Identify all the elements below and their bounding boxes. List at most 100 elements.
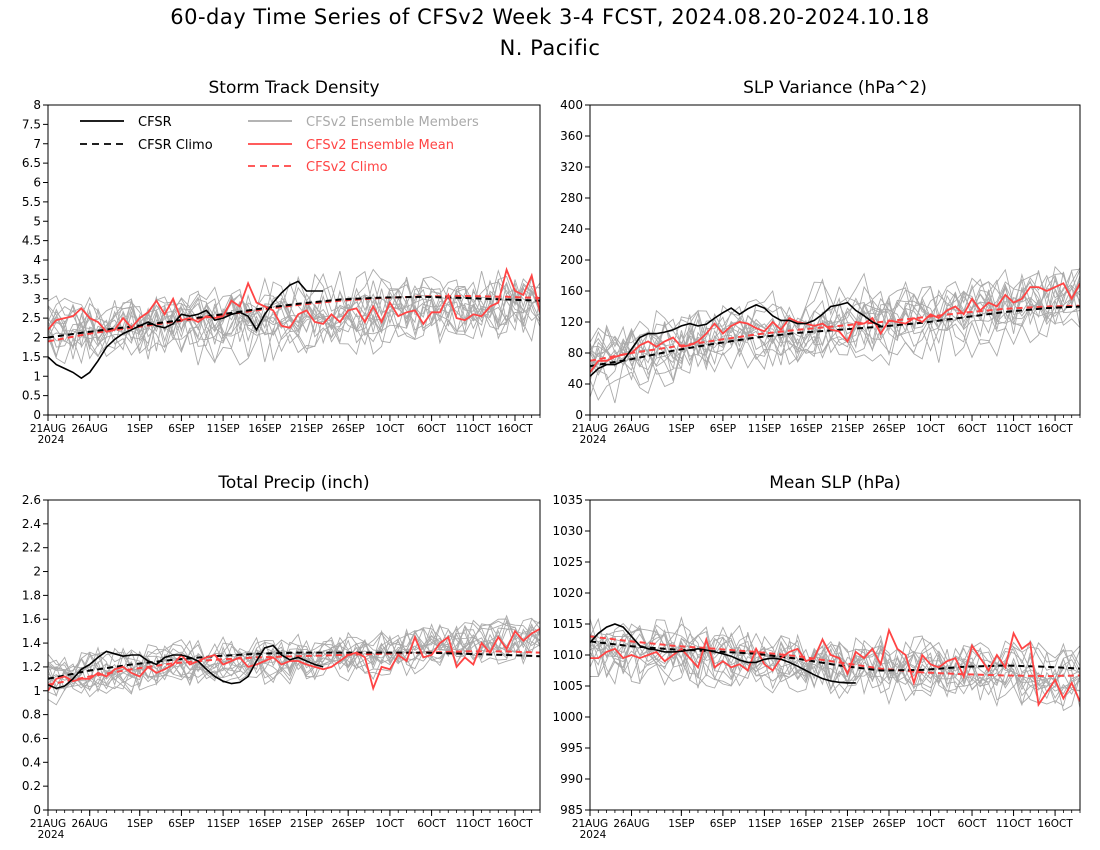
- ensemble-member-line: [48, 268, 540, 342]
- ensemble-mean-line: [48, 266, 540, 333]
- x-tick-label: 1SEP: [127, 818, 153, 830]
- y-tick-label: 0: [575, 408, 583, 422]
- x-year-label: 2024: [580, 434, 607, 446]
- figure-title: 60-day Time Series of CFSv2 Week 3-4 FCS…: [170, 5, 930, 29]
- y-tick-label: 985: [560, 803, 583, 817]
- y-tick-label: 8: [33, 98, 41, 112]
- x-tick-label: 11SEP: [207, 818, 240, 830]
- y-tick-label: 1000: [552, 710, 583, 724]
- y-tick-label: 40: [568, 377, 583, 391]
- y-tick-label: 0.8: [22, 708, 41, 722]
- cfsr-line: [590, 623, 856, 684]
- x-tick-label: 16SEP: [248, 423, 281, 435]
- ensemble-member-line: [48, 628, 540, 694]
- ensemble-member-line: [48, 281, 540, 347]
- x-tick-label: 21AUG: [572, 423, 608, 435]
- y-tick-label: 1035: [552, 493, 583, 507]
- x-tick-label: 11OCT: [456, 423, 492, 435]
- x-tick-label: 11SEP: [748, 818, 781, 830]
- y-tick-label: 80: [568, 346, 583, 360]
- x-tick-label: 26SEP: [332, 818, 365, 830]
- x-tick-label: 6SEP: [710, 818, 736, 830]
- ensemble-mean-line: [590, 627, 1080, 708]
- x-tick-label: 21SEP: [290, 818, 323, 830]
- y-tick-label: 990: [560, 772, 583, 786]
- x-tick-label: 1OCT: [376, 423, 405, 435]
- x-tick-label: 6OCT: [958, 423, 987, 435]
- y-tick-label: 1015: [552, 617, 583, 631]
- x-tick-label: 1SEP: [668, 818, 694, 830]
- x-tick-label: 11OCT: [996, 818, 1032, 830]
- y-tick-label: 360: [560, 129, 583, 143]
- x-year-label: 2024: [38, 829, 65, 841]
- chart-panel-2: SLP Variance (hPa^2) 0 40 80 120 160 200 240 280…: [560, 78, 1081, 446]
- y-tick-label: 1020: [552, 586, 583, 600]
- y-tick-label: 0: [33, 803, 41, 817]
- y-tick-label: 1.5: [22, 350, 41, 364]
- ensemble-member-line: [590, 286, 1080, 381]
- ensemble-member-line: [590, 290, 1080, 386]
- x-tick-label: 16SEP: [789, 818, 822, 830]
- y-tick-label: 2: [33, 331, 41, 345]
- x-tick-label: 26AUG: [72, 423, 108, 435]
- x-tick-label: 6SEP: [168, 423, 194, 435]
- x-tick-label: 6SEP: [710, 423, 736, 435]
- plot-frame: [589, 104, 1081, 416]
- x-tick-label: 6SEP: [168, 818, 194, 830]
- y-tick-label: 1010: [552, 648, 583, 662]
- ensemble-member-line: [48, 275, 540, 347]
- x-tick-label: 21SEP: [290, 423, 323, 435]
- legend-label: CFSR: [138, 115, 172, 130]
- ensemble-member-line: [590, 270, 1080, 366]
- ensemble-member-line: [590, 285, 1080, 404]
- x-tick-label: 1OCT: [916, 423, 945, 435]
- ensemble-member-line: [590, 283, 1080, 382]
- x-tick-label: 11OCT: [456, 818, 492, 830]
- x-tick-label: 26SEP: [332, 423, 365, 435]
- chart-panel-4: Mean SLP (hPa) 985 990 995 1000 1005 1010 1015 1…: [552, 473, 1081, 841]
- x-tick-label: 26SEP: [872, 423, 905, 435]
- x-tick-label: 16OCT: [1037, 818, 1073, 830]
- plot-frame: [47, 499, 541, 811]
- y-tick-label: 3.5: [22, 272, 41, 286]
- x-tick-label: 16OCT: [1037, 423, 1073, 435]
- y-tick-label: 0: [33, 408, 41, 422]
- x-tick-label: 16SEP: [789, 423, 822, 435]
- x-tick-label: 6OCT: [417, 818, 446, 830]
- figure-subtitle: N. Pacific: [499, 36, 601, 60]
- cfsr-line: [48, 644, 324, 690]
- y-tick-label: 1.8: [22, 588, 41, 602]
- chart-title: Mean SLP (hPa): [769, 473, 901, 493]
- x-tick-label: 1SEP: [127, 423, 153, 435]
- y-tick-label: 2: [33, 565, 41, 579]
- x-tick-label: 16SEP: [248, 818, 281, 830]
- y-tick-label: 1030: [552, 524, 583, 538]
- y-tick-label: 5.5: [22, 195, 41, 209]
- x-tick-label: 21SEP: [831, 818, 864, 830]
- ensemble-member-line: [590, 276, 1080, 374]
- chart-panel-1: Storm Track Density 0 0.5 1 1.5 2 2.5 3 3.5 4 4.5 5…: [22, 78, 541, 446]
- cfsr-line: [48, 280, 324, 380]
- cfsr-climo-line: [590, 305, 1080, 368]
- y-tick-label: 1: [33, 369, 41, 383]
- x-tick-label: 21AUG: [30, 423, 66, 435]
- y-tick-label: 7: [33, 137, 41, 151]
- y-tick-label: 120: [560, 315, 583, 329]
- y-tick-label: 1: [33, 684, 41, 698]
- chart-panel-3: Total Precip (inch) 0 0.2 0.4 0.6 0.8 1 1.2 1.4 1…: [22, 473, 541, 841]
- cfsv2-climo-line: [590, 635, 1080, 678]
- x-year-label: 2024: [38, 434, 65, 446]
- chart-title: Total Precip (inch): [217, 473, 369, 493]
- ensemble-member-line: [48, 619, 540, 676]
- x-tick-label: 21AUG: [572, 818, 608, 830]
- ensemble-member-line: [48, 633, 540, 697]
- y-tick-label: 2.2: [22, 541, 41, 555]
- ensemble-member-line: [48, 281, 540, 347]
- y-tick-label: 2.4: [22, 517, 41, 531]
- ensemble-member-line: [590, 643, 1080, 707]
- plot-frame: [47, 104, 541, 416]
- legend-label: CFSR Climo: [138, 138, 213, 153]
- x-tick-label: 1OCT: [376, 818, 405, 830]
